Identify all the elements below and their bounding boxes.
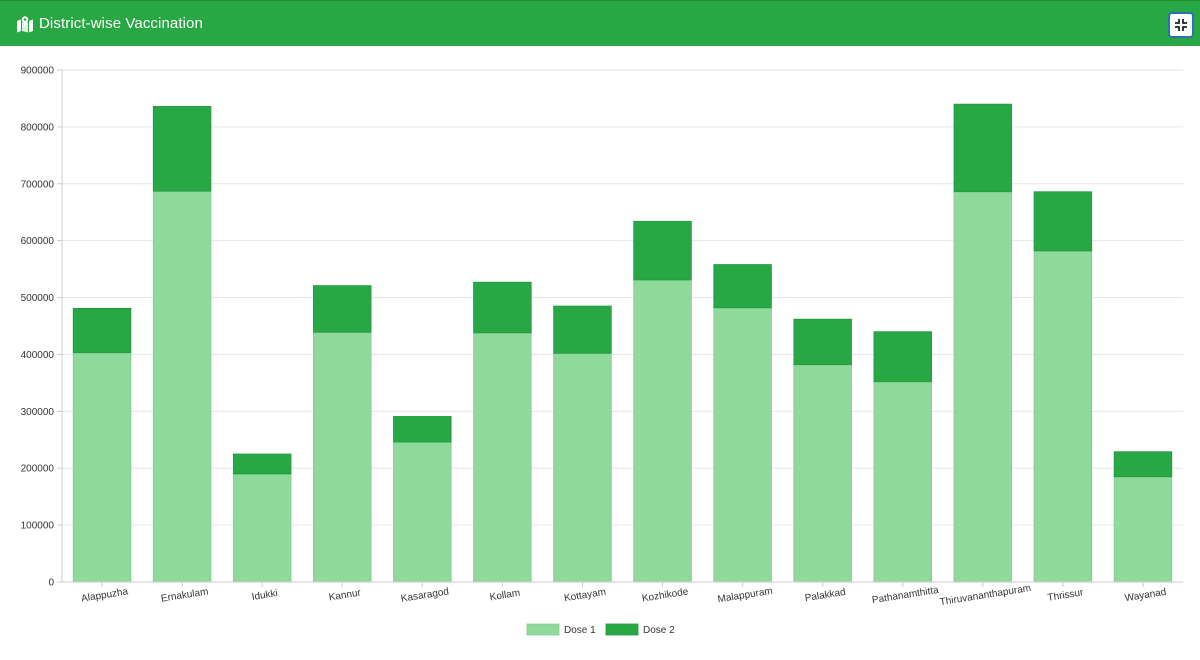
legend-item-dose-1[interactable]: Dose 1 [526, 623, 596, 636]
exit-fullscreen-button[interactable] [1168, 12, 1194, 38]
y-tick-label: 800000 [21, 122, 55, 133]
y-tick-label: 500000 [21, 293, 55, 304]
bar-dose-1-palakkad[interactable] [793, 364, 852, 583]
bar-dose-2-alappuzha[interactable] [72, 307, 132, 354]
legend-swatch [605, 623, 639, 636]
x-tick-label: Pathanamthitta [871, 585, 940, 606]
y-tick-label: 700000 [21, 179, 55, 190]
compress-icon [1175, 19, 1187, 31]
bar-dose-1-pathanamthitta[interactable] [873, 381, 932, 583]
page-title: District-wise Vaccination [39, 15, 203, 32]
legend-label: Dose 2 [643, 625, 675, 636]
bar-dose-2-pathanamthitta[interactable] [873, 331, 932, 383]
bar-dose-2-wayanad[interactable] [1113, 451, 1173, 478]
legend-item-dose-2[interactable]: Dose 2 [605, 623, 675, 636]
bar-dose-1-kannur[interactable] [313, 331, 372, 583]
bar-dose-1-kottayam[interactable] [553, 352, 612, 583]
bar-dose-2-thrissur[interactable] [1033, 191, 1093, 252]
y-tick-label: 400000 [21, 350, 55, 361]
y-tick-label: 0 [48, 578, 54, 589]
stacked-bar-chart: 0 100000 200000 300000 400000 500000 600000 700… [21, 66, 1183, 636]
x-tick-label: Kozhikode [641, 586, 689, 604]
bar-dose-2-kozhikode[interactable] [633, 220, 692, 281]
bar-dose-2-malappuram[interactable] [713, 264, 772, 309]
legend-label: Dose 1 [564, 625, 596, 636]
x-tick-label: Kannur [328, 587, 362, 603]
x-tick-label: Idukki [251, 588, 279, 603]
x-tick-label: Thrissur [1047, 587, 1085, 604]
y-tick-label: 600000 [21, 236, 55, 247]
bar-dose-1-thiruvananthapuram[interactable] [953, 191, 1013, 583]
bar-dose-1-ernakulam[interactable] [152, 190, 212, 583]
bar-dose-2-kollam[interactable] [473, 281, 532, 334]
y-tick-label: 100000 [21, 521, 55, 532]
legend-swatch [526, 623, 560, 636]
x-tick-label: Ernakulam [160, 586, 209, 604]
bar-dose-1-wayanad[interactable] [1113, 476, 1173, 583]
bar-dose-1-alappuzha[interactable] [72, 352, 132, 583]
x-tick-label: Alappuzha [80, 586, 129, 604]
y-tick-label: 300000 [21, 407, 55, 418]
bar-dose-1-kollam[interactable] [473, 332, 532, 583]
x-tick-label: Palakkad [804, 587, 846, 604]
x-tick-label: Kottayam [563, 587, 606, 604]
x-tick-label: Kollam [489, 588, 521, 604]
map-marked-icon [17, 15, 33, 32]
card-header: District-wise Vaccination [0, 0, 1200, 46]
bar-dose-2-kasaragod[interactable] [393, 416, 452, 443]
bar-dose-2-palakkad[interactable] [793, 318, 852, 366]
bar-dose-2-kannur[interactable] [313, 285, 372, 333]
bar-dose-1-kasaragod[interactable] [393, 441, 452, 583]
x-tick-label: Wayanad [1124, 587, 1167, 604]
bar-dose-1-malappuram[interactable] [713, 307, 772, 583]
x-tick-label: Malappuram [717, 586, 774, 606]
bar-dose-2-ernakulam[interactable] [152, 106, 212, 192]
bar-dose-2-thiruvananthapuram[interactable] [953, 103, 1013, 193]
bar-dose-2-kottayam[interactable] [553, 305, 612, 354]
y-tick-label: 900000 [21, 66, 55, 77]
bar-dose-1-kozhikode[interactable] [633, 279, 692, 583]
y-tick-label: 200000 [21, 464, 55, 475]
x-tick-label: Kasaragod [400, 586, 450, 604]
x-tick-label: Thiruvananthapuram [939, 583, 1032, 608]
bar-dose-1-idukki[interactable] [232, 473, 292, 583]
bar-dose-2-idukki[interactable] [232, 453, 292, 475]
bar-dose-1-thrissur[interactable] [1033, 250, 1093, 583]
